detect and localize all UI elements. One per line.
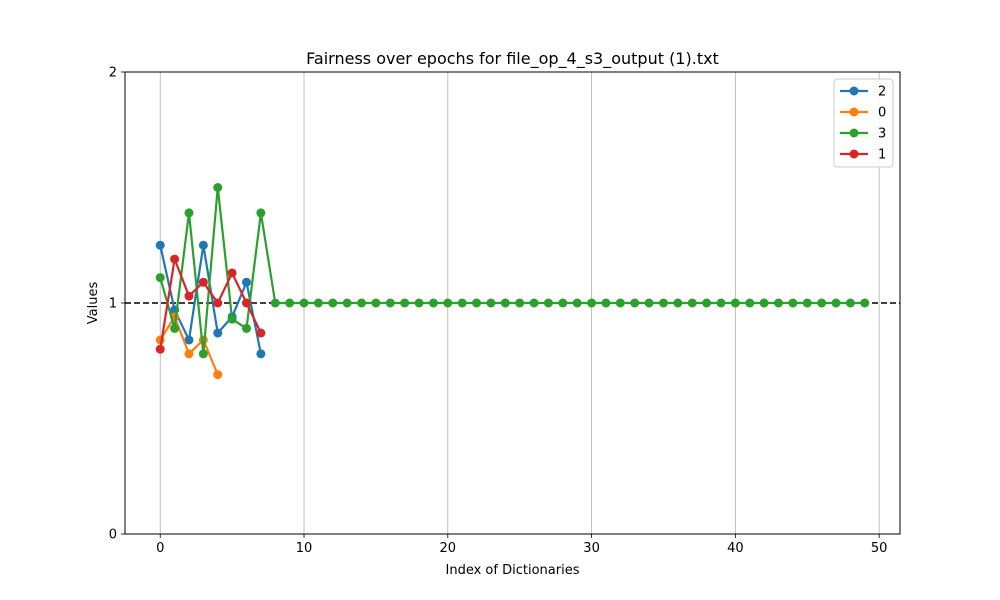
data-point: [500, 298, 510, 308]
data-point: [400, 298, 410, 308]
data-point: [817, 298, 827, 308]
data-point: [184, 349, 194, 359]
legend-swatch-marker: [849, 128, 859, 138]
data-point: [802, 298, 812, 308]
data-point: [198, 277, 208, 287]
x-tick-label: 40: [727, 541, 744, 556]
data-point: [342, 298, 352, 308]
data-point: [256, 328, 266, 338]
x-tick-label: 0: [156, 541, 164, 556]
data-point: [270, 298, 280, 308]
data-point: [241, 298, 251, 308]
data-point: [457, 298, 467, 308]
data-point: [759, 298, 769, 308]
data-point: [745, 298, 755, 308]
data-point: [486, 298, 496, 308]
data-point: [644, 298, 654, 308]
legend-item-0: 0: [840, 106, 886, 121]
series-1: [155, 254, 266, 354]
data-point: [213, 328, 223, 338]
data-point: [385, 298, 395, 308]
series-line: [159, 258, 262, 350]
data-point: [170, 254, 180, 264]
data-point: [774, 298, 784, 308]
y-axis-ticks: 0 1 2: [109, 66, 125, 543]
x-tick-label: 20: [440, 541, 457, 556]
legend-label: 0: [878, 106, 886, 121]
series-group: [155, 183, 870, 380]
data-point: [227, 268, 237, 278]
data-point: [155, 240, 165, 250]
data-point: [572, 298, 582, 308]
y-axis-label: Values: [86, 282, 101, 325]
x-tick-label: 50: [871, 541, 888, 556]
data-point: [184, 208, 194, 218]
x-axis-label: Index of Dictionaries: [446, 563, 580, 578]
data-point: [313, 298, 323, 308]
data-point: [543, 298, 553, 308]
data-point: [198, 240, 208, 250]
data-point: [529, 298, 539, 308]
data-point: [845, 298, 855, 308]
data-point: [414, 298, 424, 308]
data-point: [687, 298, 697, 308]
data-point: [630, 298, 640, 308]
data-point: [299, 298, 309, 308]
data-point: [241, 323, 251, 333]
y-tick-label: 2: [109, 66, 117, 81]
series-3: [155, 183, 870, 359]
legend-label: 3: [878, 127, 886, 142]
y-tick-label: 1: [109, 297, 117, 312]
data-point: [587, 298, 597, 308]
data-point: [515, 298, 525, 308]
data-point: [472, 298, 482, 308]
data-point: [256, 208, 266, 218]
data-point: [673, 298, 683, 308]
legend-swatch-marker: [849, 107, 859, 117]
data-point: [155, 344, 165, 354]
data-point: [831, 298, 841, 308]
data-point: [357, 298, 367, 308]
data-point: [860, 298, 870, 308]
data-point: [155, 273, 165, 283]
data-point: [443, 298, 453, 308]
data-point: [615, 298, 625, 308]
legend-label: 1: [878, 148, 886, 163]
data-point: [371, 298, 381, 308]
data-point: [170, 323, 180, 333]
legend-item-3: 3: [840, 127, 886, 142]
x-tick-label: 30: [583, 541, 600, 556]
data-point: [558, 298, 568, 308]
data-point: [256, 349, 266, 359]
data-point: [213, 298, 223, 308]
legend-swatch-marker: [849, 86, 859, 96]
y-tick-label: 0: [109, 528, 117, 543]
data-point: [213, 183, 223, 192]
data-point: [428, 298, 438, 308]
legend-item-1: 1: [840, 148, 886, 163]
data-point: [285, 298, 295, 308]
data-point: [198, 349, 208, 359]
data-point: [788, 298, 798, 308]
x-axis-ticks: 0 10 20 30 40 50: [156, 534, 887, 556]
legend-swatch-marker: [849, 149, 859, 159]
data-point: [184, 291, 194, 301]
data-point: [241, 277, 251, 287]
data-point: [227, 314, 237, 324]
data-point: [730, 298, 740, 308]
data-point: [716, 298, 726, 308]
data-point: [658, 298, 668, 308]
data-point: [213, 370, 223, 380]
data-point: [328, 298, 338, 308]
legend-frame: [833, 78, 894, 168]
data-point: [702, 298, 712, 308]
data-point: [601, 298, 611, 308]
data-point: [184, 335, 194, 345]
chart-title: Fairness over epochs for file_op_4_s3_ou…: [306, 49, 719, 69]
legend-label: 2: [878, 85, 886, 100]
legend-item-2: 2: [840, 85, 886, 100]
x-tick-label: 10: [296, 541, 313, 556]
